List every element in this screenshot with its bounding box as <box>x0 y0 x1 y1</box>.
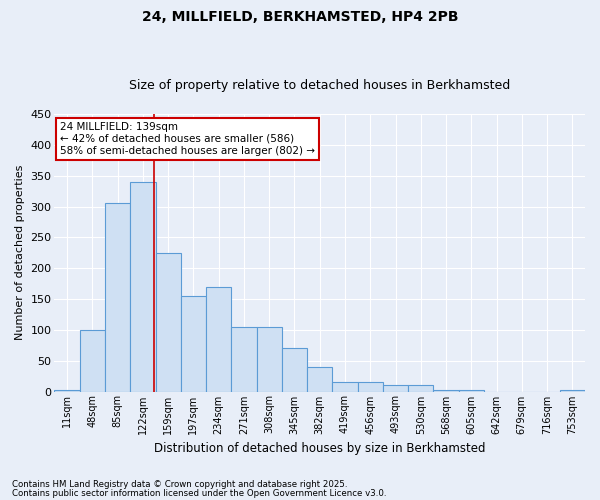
Text: Contains public sector information licensed under the Open Government Licence v3: Contains public sector information licen… <box>12 488 386 498</box>
Text: 24 MILLFIELD: 139sqm
← 42% of detached houses are smaller (586)
58% of semi-deta: 24 MILLFIELD: 139sqm ← 42% of detached h… <box>60 122 315 156</box>
Bar <box>130 182 155 392</box>
Bar <box>181 296 206 392</box>
Bar <box>358 382 383 392</box>
X-axis label: Distribution of detached houses by size in Berkhamsted: Distribution of detached houses by size … <box>154 442 485 455</box>
Bar <box>433 390 458 392</box>
Bar <box>307 367 332 392</box>
Y-axis label: Number of detached properties: Number of detached properties <box>15 165 25 340</box>
Bar <box>232 327 257 392</box>
Bar <box>282 348 307 392</box>
Bar <box>257 327 282 392</box>
Bar <box>383 386 408 392</box>
Text: 24, MILLFIELD, BERKHAMSTED, HP4 2PB: 24, MILLFIELD, BERKHAMSTED, HP4 2PB <box>142 10 458 24</box>
Bar <box>408 386 433 392</box>
Bar <box>105 204 130 392</box>
Title: Size of property relative to detached houses in Berkhamsted: Size of property relative to detached ho… <box>129 79 511 92</box>
Bar <box>332 382 358 392</box>
Bar <box>206 286 232 392</box>
Bar <box>458 390 484 392</box>
Bar <box>55 390 80 392</box>
Bar <box>80 330 105 392</box>
Bar <box>560 390 585 392</box>
Text: Contains HM Land Registry data © Crown copyright and database right 2025.: Contains HM Land Registry data © Crown c… <box>12 480 347 489</box>
Bar <box>155 253 181 392</box>
